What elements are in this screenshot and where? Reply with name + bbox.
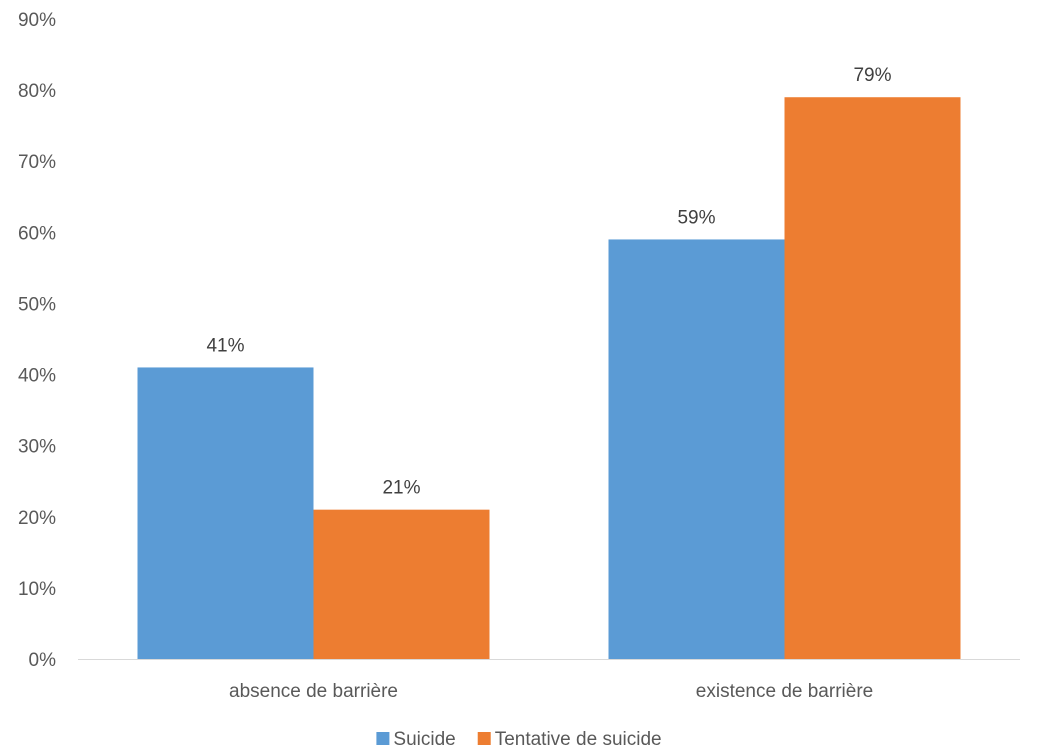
y-tick-label: 50% [18,294,56,315]
bar [608,239,785,659]
data-label: 21% [382,478,420,499]
y-axis-ticks: 0% 10% 20% 30% 40% 50% 60% 70% 80% 90% [18,10,56,671]
y-tick-label: 0% [29,650,57,671]
y-tick-label: 70% [18,152,56,173]
legend-item: Tentative de suicide [477,729,662,750]
y-tick-label: 90% [18,10,56,31]
x-axis-labels: absence de barrière existence de barrière [229,681,873,702]
bar [784,97,961,659]
y-tick-label: 60% [18,223,56,244]
data-labels: 41% 21% 59% 79% [206,65,891,498]
y-tick-label: 20% [18,508,56,529]
legend-item: Suicide [376,729,456,750]
bars [137,97,961,659]
y-tick-label: 80% [18,81,56,102]
legend-label: Suicide [393,729,455,750]
data-label: 79% [853,65,891,86]
legend-swatch [477,732,491,745]
legend-label: Tentative de suicide [495,729,662,750]
bar [137,367,314,659]
legend-swatch [376,732,390,745]
legend: Suicide Tentative de suicide [376,729,662,750]
x-tick-label: absence de barrière [229,681,398,702]
y-tick-label: 30% [18,437,56,458]
x-tick-label: existence de barrière [696,681,873,702]
bar [313,509,490,659]
data-label: 59% [677,207,715,228]
y-tick-label: 10% [18,579,56,600]
y-tick-label: 40% [18,366,56,387]
data-label: 41% [206,335,244,356]
